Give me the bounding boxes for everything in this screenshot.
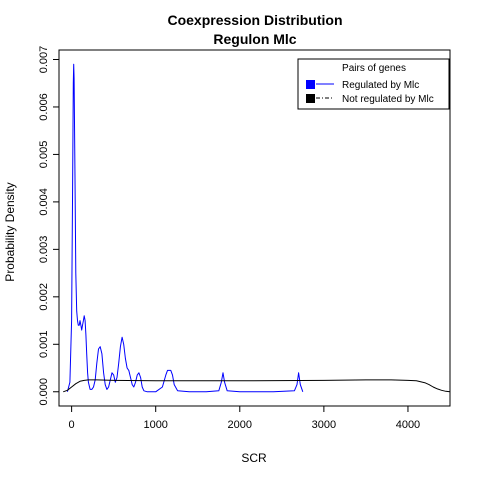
legend-title: Pairs of genes (342, 63, 406, 74)
legend-label-regulated: Regulated by Mlc (342, 80, 419, 91)
y-tick-label: 0.000 (38, 378, 50, 406)
chart-title: Coexpression Distribution (167, 12, 342, 28)
legend-swatch-not-regulated (306, 94, 315, 103)
series-not-regulated-line (63, 379, 451, 393)
y-axis: 0.000 0.001 0.002 0.003 0.004 0.005 0.006 0.007 (38, 46, 59, 406)
x-tick-label: 3000 (312, 419, 336, 431)
x-axis-title: SCR (241, 451, 267, 465)
y-tick-label: 0.002 (38, 283, 50, 311)
y-tick-label: 0.003 (38, 236, 50, 264)
chart-subtitle: Regulon Mlc (213, 31, 296, 47)
x-tick-label: 0 (69, 419, 75, 431)
x-tick-label: 4000 (396, 419, 420, 431)
x-tick-label: 1000 (143, 419, 167, 431)
legend-swatch-regulated (306, 80, 315, 89)
y-tick-label: 0.006 (38, 93, 50, 121)
plot-frame (58, 49, 451, 407)
legend: Pairs of genes Regulated by Mlc Not regu… (297, 58, 450, 110)
legend-label-not-regulated: Not regulated by Mlc (342, 94, 434, 105)
series-regulated-line (66, 63, 304, 393)
y-tick-label: 0.001 (38, 331, 50, 359)
y-tick-label: 0.005 (38, 141, 50, 169)
y-tick-label: 0.004 (38, 188, 50, 216)
y-axis-title: Probability Density (3, 182, 17, 281)
x-axis: 0 1000 2000 3000 4000 (69, 406, 420, 431)
series-layer (63, 63, 451, 393)
y-tick-label: 0.007 (38, 46, 50, 74)
x-tick-label: 2000 (228, 419, 252, 431)
